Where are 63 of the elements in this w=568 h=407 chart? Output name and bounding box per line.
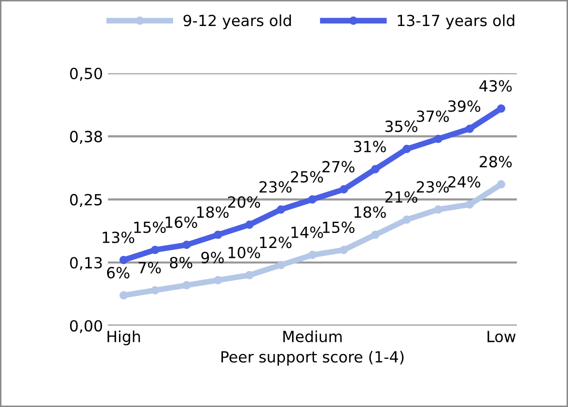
point [245, 270, 254, 280]
point [496, 180, 506, 188]
point [276, 205, 286, 214]
legend-label: 9-12 years old [184, 14, 291, 30]
point [119, 256, 128, 264]
data-label: 25% [290, 171, 323, 183]
x-tick-label: High [108, 330, 140, 346]
point [119, 291, 128, 300]
data-label: 28% [480, 156, 512, 168]
point [340, 185, 348, 194]
data-label: 15% [323, 221, 354, 234]
data-label: 10% [228, 246, 260, 258]
data-label: 23% [416, 181, 449, 193]
data-label: 15% [134, 221, 166, 234]
y-tick-label: 0,00 [70, 320, 102, 334]
point [214, 276, 222, 284]
data-label: 8% [170, 256, 192, 268]
data-label: 6% [107, 266, 130, 278]
point [402, 215, 411, 224]
x-axis-title: Peer support score (1-4) [221, 350, 404, 366]
data-label: 35% [385, 120, 418, 132]
data-label: 9% [201, 252, 224, 264]
data-label: 14% [292, 226, 323, 238]
point [150, 246, 160, 254]
data-label: 27% [322, 160, 354, 172]
data-label: 7% [138, 262, 161, 274]
legend-label: 13-17 years old [398, 14, 514, 30]
point [150, 286, 160, 294]
data-label: 20% [228, 196, 260, 208]
data-label: 21% [385, 191, 418, 203]
data-label: 18% [354, 206, 386, 218]
point [371, 230, 380, 239]
data-label: 24% [448, 176, 480, 188]
point [402, 144, 411, 154]
point [308, 195, 317, 204]
point [214, 230, 222, 239]
y-tick-label: 0,25 [70, 194, 102, 208]
data-label: 16% [166, 216, 198, 228]
point [245, 220, 254, 229]
point [434, 134, 442, 144]
point [182, 281, 191, 290]
y-tick-label: 0,13 [70, 256, 102, 270]
point [276, 260, 286, 270]
data-label: 18% [197, 206, 229, 218]
point [340, 246, 348, 254]
data-label: 43% [479, 80, 512, 92]
y-tick-label: 0,38 [70, 130, 102, 144]
data-label: 12% [260, 236, 292, 248]
y-tick-label: 0,50 [70, 68, 102, 81]
point [496, 104, 506, 113]
point [466, 124, 474, 133]
data-label: 13% [102, 232, 134, 244]
data-label: 37% [416, 110, 449, 122]
point [466, 200, 474, 209]
point [308, 250, 317, 260]
point [434, 205, 442, 214]
point [371, 164, 380, 174]
data-label: 39% [448, 100, 480, 112]
x-tick-label: Medium [283, 330, 342, 342]
point [182, 240, 191, 250]
data-label: 31% [354, 140, 386, 152]
data-label: 23% [260, 181, 292, 193]
x-tick-label: Low [488, 330, 516, 342]
